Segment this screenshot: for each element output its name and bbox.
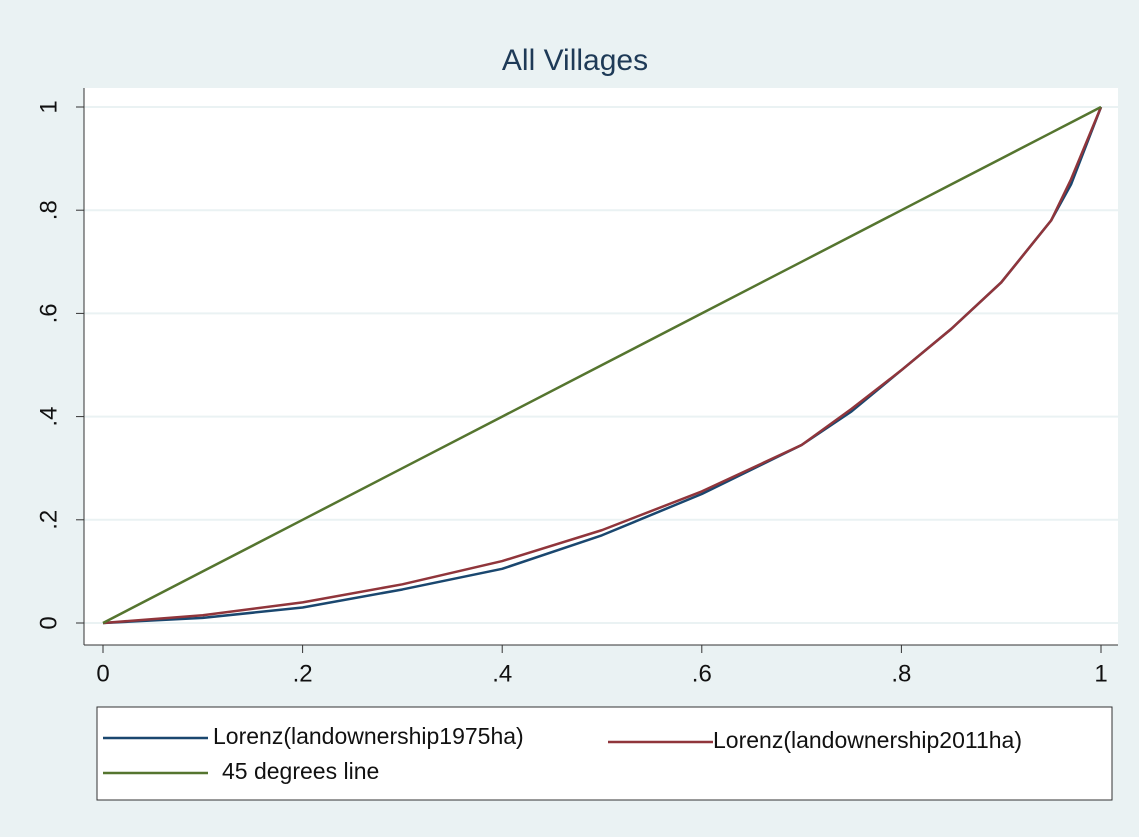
x-tick-label: .4 bbox=[492, 660, 512, 687]
y-tick-label: .6 bbox=[35, 303, 62, 323]
legend-label: Lorenz(landownership1975ha) bbox=[213, 723, 524, 749]
y-tick-label: .8 bbox=[35, 200, 62, 220]
x-tick-label: 0 bbox=[96, 660, 109, 687]
x-tick-label: 1 bbox=[1094, 660, 1107, 687]
x-tick-label: .8 bbox=[891, 660, 911, 687]
legend bbox=[96, 706, 1113, 801]
series-line bbox=[102, 105, 1102, 625]
x-tick-label: .6 bbox=[692, 660, 712, 687]
legend-label: 45 degrees line bbox=[222, 758, 379, 784]
y-tick-label: 1 bbox=[35, 100, 62, 113]
y-tick-label: .4 bbox=[35, 407, 62, 427]
series-line bbox=[102, 106, 1103, 625]
y-tick-label: .2 bbox=[35, 510, 62, 530]
y-tick-label: 0 bbox=[35, 616, 62, 629]
x-tick-label: .2 bbox=[293, 660, 313, 687]
legend-label: Lorenz(landownership2011ha) bbox=[713, 727, 1022, 753]
chart-title: All Villages bbox=[502, 44, 648, 77]
